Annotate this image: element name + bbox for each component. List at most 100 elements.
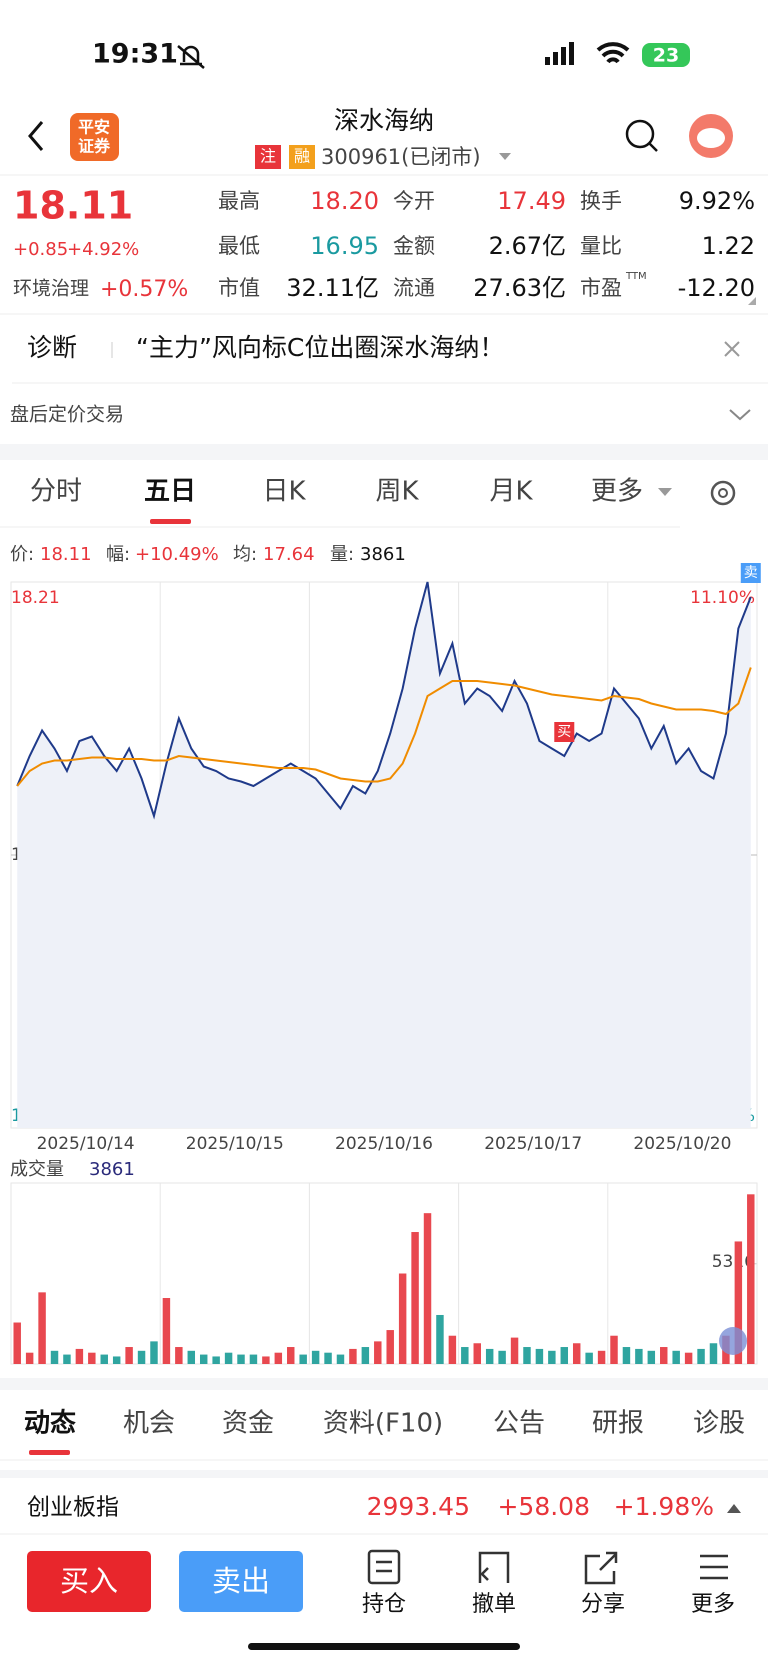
- volume-bar: [411, 1232, 419, 1364]
- info-value: 17.64: [263, 544, 315, 565]
- after-hours[interactable]: 盘后定价交易: [10, 404, 124, 426]
- back-button[interactable]: [28, 121, 44, 151]
- stat-sup: TTM: [625, 271, 647, 282]
- spacer: [0, 444, 768, 460]
- sell-label: 卖出: [212, 1564, 270, 1598]
- stat-value: 32.11亿: [286, 274, 379, 302]
- volume-bar: [38, 1292, 46, 1364]
- volume-bar: [510, 1337, 519, 1364]
- spacer: [0, 1378, 768, 1390]
- series-line: [16, 667, 752, 787]
- avatar-face: [697, 128, 725, 148]
- volume-bar: [485, 1348, 494, 1364]
- volume-bar: [523, 1347, 531, 1364]
- stat-label: 今开: [393, 189, 435, 213]
- tab[interactable]: 分时: [30, 477, 82, 507]
- action-label[interactable]: 分享: [581, 1592, 625, 1617]
- tag: [255, 145, 281, 169]
- close-button[interactable]: [724, 341, 740, 357]
- status-time: 19:31: [92, 39, 178, 70]
- info-label: 均:: [233, 544, 257, 565]
- tabs: 分时 五日 日K 周K 月K 更多: [30, 477, 643, 507]
- volume-bar: [622, 1347, 631, 1364]
- x-tick-label: 2025/10/20: [633, 1134, 731, 1154]
- volume-bar: [361, 1347, 370, 1364]
- tab-underline: [29, 1450, 70, 1455]
- info-value: 18.11: [40, 544, 92, 565]
- volume-bar: [635, 1348, 643, 1364]
- info-value: 3861: [360, 544, 406, 565]
- stat-value: -12.20: [678, 274, 755, 302]
- volume-bar: [311, 1350, 320, 1364]
- tab-underline: [150, 519, 191, 524]
- volume-bar: [150, 1341, 158, 1364]
- sector-name: 环境治理: [13, 278, 89, 300]
- expand[interactable]: [729, 409, 751, 421]
- volume-bar: [386, 1330, 394, 1364]
- logo-text: 平安: [78, 118, 110, 137]
- search-button[interactable]: [625, 119, 655, 149]
- fullscreen-button[interactable]: [719, 1327, 747, 1355]
- stat-value: 18.20: [310, 187, 379, 215]
- detail-tab[interactable]: 机会: [123, 1409, 175, 1439]
- tab[interactable]: 月K: [489, 477, 533, 507]
- battery-level: 23: [653, 45, 679, 67]
- action-label[interactable]: 更多: [691, 1592, 735, 1617]
- volume-bar: [237, 1354, 245, 1364]
- dropdown[interactable]: [499, 153, 511, 160]
- sell-button[interactable]: [179, 1551, 303, 1612]
- volume-bar: [660, 1347, 668, 1364]
- action-label[interactable]: 撤单: [472, 1592, 516, 1617]
- volume-bar: [162, 1298, 171, 1364]
- volume-bar: [13, 1322, 21, 1364]
- volume-bar: [112, 1356, 121, 1364]
- volume-bar: [498, 1350, 506, 1364]
- volume-bar: [448, 1335, 457, 1364]
- volume-bar: [610, 1335, 618, 1364]
- volume-bar: [349, 1348, 357, 1364]
- expand-up[interactable]: [727, 1504, 741, 1513]
- detail-tab[interactable]: 资料(F10): [323, 1409, 443, 1439]
- broker-logo: [70, 113, 119, 161]
- tab[interactable]: 五日: [144, 477, 196, 507]
- tag-text: 融: [294, 147, 310, 166]
- settings-button[interactable]: [710, 480, 736, 506]
- volume-bar: [461, 1347, 469, 1364]
- volume-bar: [125, 1347, 133, 1364]
- volume-bar: [75, 1348, 84, 1364]
- tab[interactable]: 更多: [591, 477, 643, 507]
- search-handle: [648, 142, 658, 152]
- stat-value: 17.49: [497, 187, 566, 215]
- detail-tabs: 动态 机会 资金 资料(F10) 公告 研报 诊股: [24, 1408, 745, 1439]
- index-change: +58.08: [497, 1492, 590, 1521]
- tab[interactable]: 日K: [262, 477, 306, 507]
- info-label: 量:: [330, 544, 354, 565]
- y2-tick-label: 11.10%: [690, 588, 755, 608]
- action-label[interactable]: 持仓: [362, 1592, 406, 1617]
- stat-value: 1.22: [702, 232, 755, 260]
- detail-tab[interactable]: 诊股: [693, 1409, 745, 1439]
- price-pct: +4.92%: [67, 239, 139, 260]
- y-tick-label: 18.21: [11, 588, 60, 608]
- volume-bar: [684, 1352, 693, 1364]
- detail-tab[interactable]: 动态: [24, 1408, 76, 1439]
- volume-bar: [734, 1241, 743, 1364]
- buy-label: 买入: [60, 1564, 118, 1598]
- stat-value: 27.63亿: [473, 274, 566, 302]
- stock-code: 300961(已闭市): [321, 145, 481, 169]
- info-label: 价:: [10, 544, 34, 565]
- mute-icon: [177, 45, 205, 69]
- detail-tab[interactable]: 公告: [493, 1409, 545, 1439]
- notice-text[interactable]: “主力”风向标C位出圈深水海纳！: [136, 333, 504, 362]
- x-tick-label: 2025/10/17: [484, 1134, 582, 1154]
- stat-value: 2.67亿: [489, 232, 566, 260]
- buy-button[interactable]: [27, 1551, 151, 1612]
- x-tick-label: 2025/10/16: [335, 1134, 433, 1154]
- tab[interactable]: 周K: [375, 477, 419, 507]
- detail-tab[interactable]: 资金: [222, 1409, 274, 1439]
- x-tick-label: 2025/10/15: [186, 1134, 284, 1154]
- trade-marker: [740, 563, 761, 583]
- detail-tab[interactable]: 研报: [592, 1409, 644, 1439]
- tag-text: 注: [260, 147, 276, 166]
- volume-bar: [647, 1350, 656, 1364]
